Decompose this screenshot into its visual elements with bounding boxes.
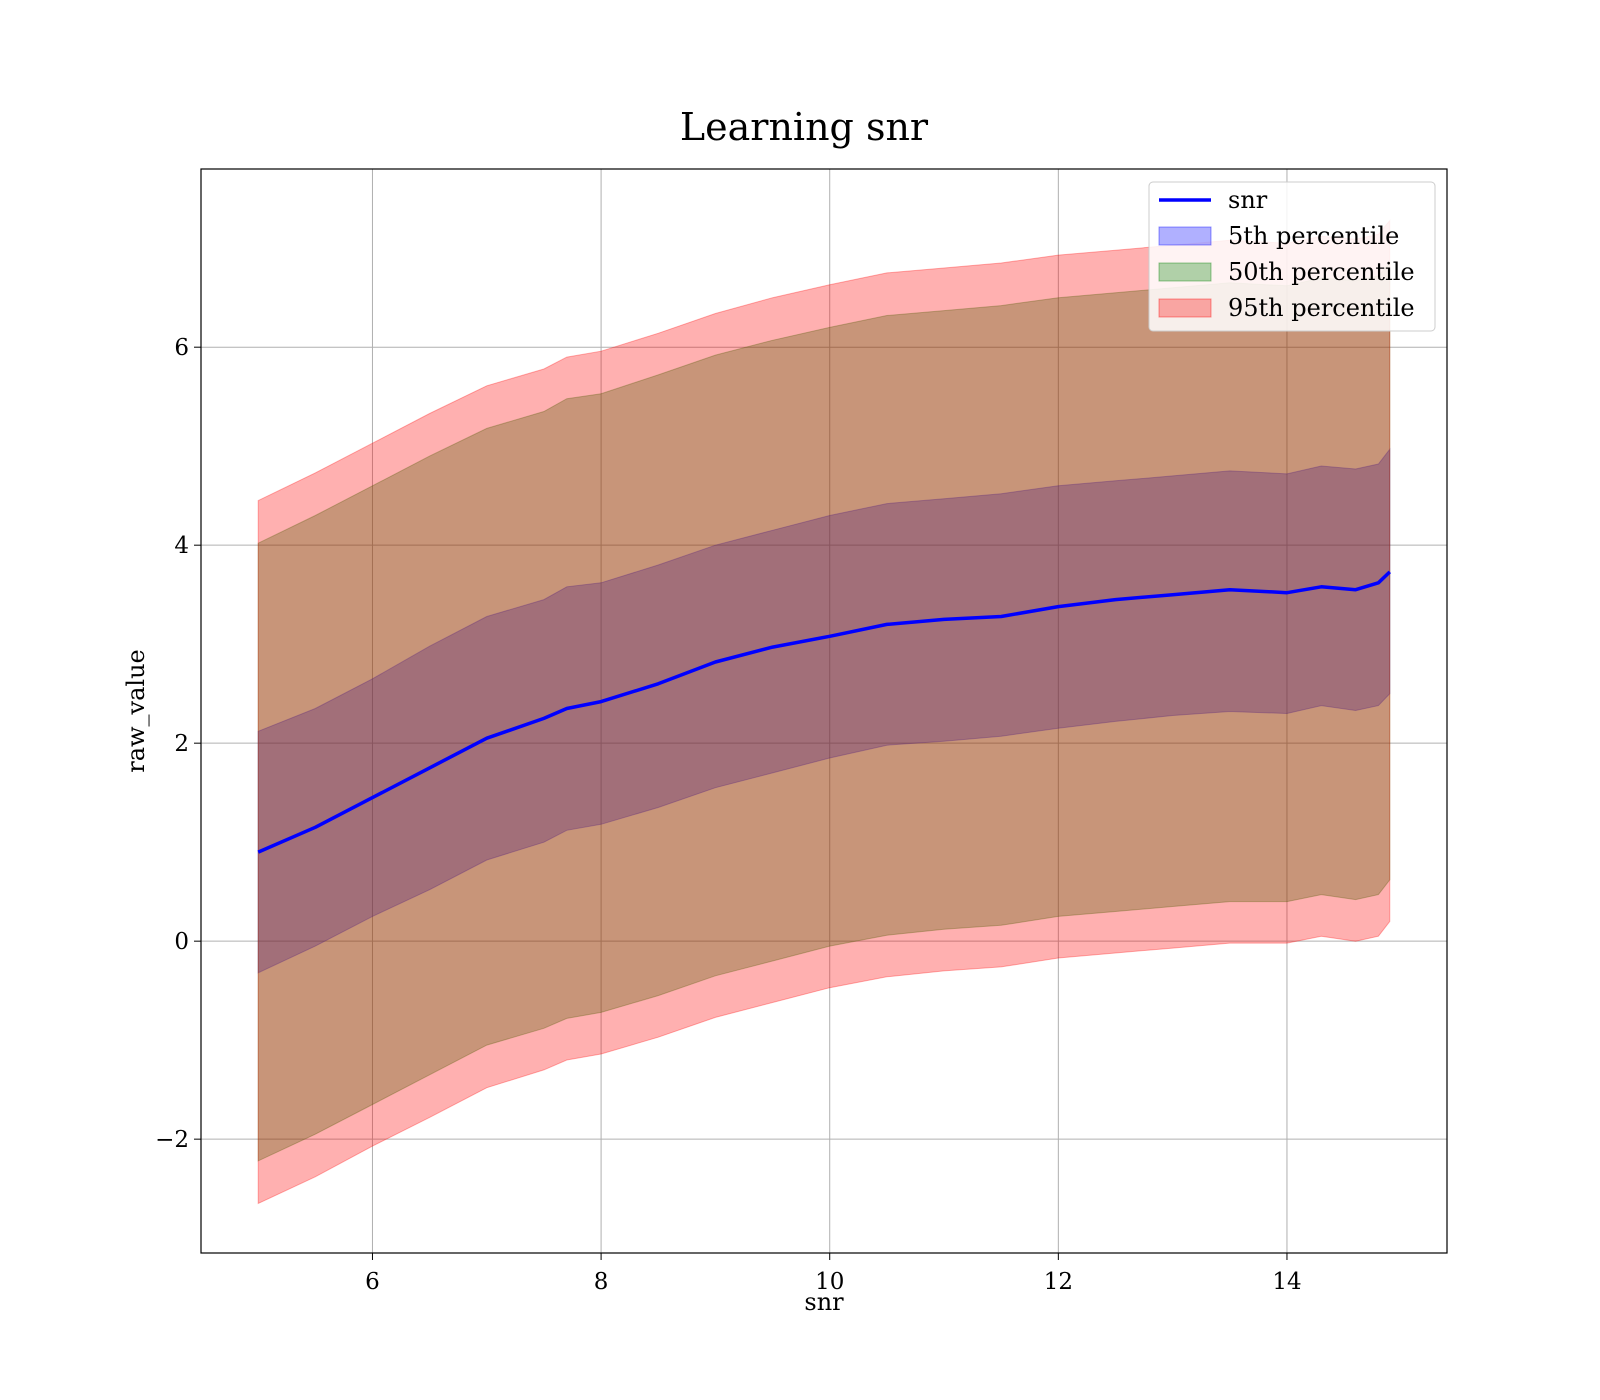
plot-area xyxy=(200,168,1448,1254)
x-tick-label: 12 xyxy=(1044,1269,1073,1295)
y-axis-ticks: −2 0 2 4 6 xyxy=(155,335,201,1153)
y-tick-label: 0 xyxy=(174,929,189,955)
plot-background xyxy=(201,169,1447,1253)
legend-label-5th-percentile: 5th percentile xyxy=(1228,222,1399,250)
legend-swatch-5th-percentile xyxy=(1158,226,1212,246)
x-tick-label: 14 xyxy=(1272,1269,1301,1295)
x-axis-ticks: 6 8 10 12 14 xyxy=(365,1253,1302,1295)
x-tick-label: 10 xyxy=(815,1269,844,1295)
x-tick-label: 6 xyxy=(365,1269,380,1295)
legend-label-95th-percentile: 95th percentile xyxy=(1228,294,1415,322)
series-lines xyxy=(257,570,1392,854)
legend: snr 5th percentile 50th percentile 95th per… xyxy=(1148,181,1436,332)
y-tick-label: 2 xyxy=(174,731,189,757)
y-tick-label: 4 xyxy=(174,533,189,559)
line-snr xyxy=(257,570,1392,854)
legend-swatch-95th-percentile xyxy=(1158,298,1212,318)
legend-swatch-50th-percentile xyxy=(1158,262,1212,282)
chart-title: Learning snr xyxy=(680,105,929,149)
y-axis-label: raw_value xyxy=(122,649,150,773)
legend-label-50th-percentile: 50th percentile xyxy=(1228,258,1415,286)
band-50th-percentile xyxy=(257,261,1391,1162)
band-95th-percentile xyxy=(257,219,1391,1205)
grid xyxy=(201,169,1447,1253)
band-5th-percentile xyxy=(257,447,1391,974)
y-tick-label: 6 xyxy=(174,335,189,361)
legend-label-snr: snr xyxy=(1228,186,1268,214)
y-tick-label: −2 xyxy=(155,1127,189,1153)
x-tick-label: 8 xyxy=(594,1269,609,1295)
legend-box xyxy=(1148,181,1436,332)
percentile-bands xyxy=(257,219,1391,1205)
plot-frame xyxy=(200,168,1448,1254)
x-axis-label: snr xyxy=(804,1288,844,1316)
